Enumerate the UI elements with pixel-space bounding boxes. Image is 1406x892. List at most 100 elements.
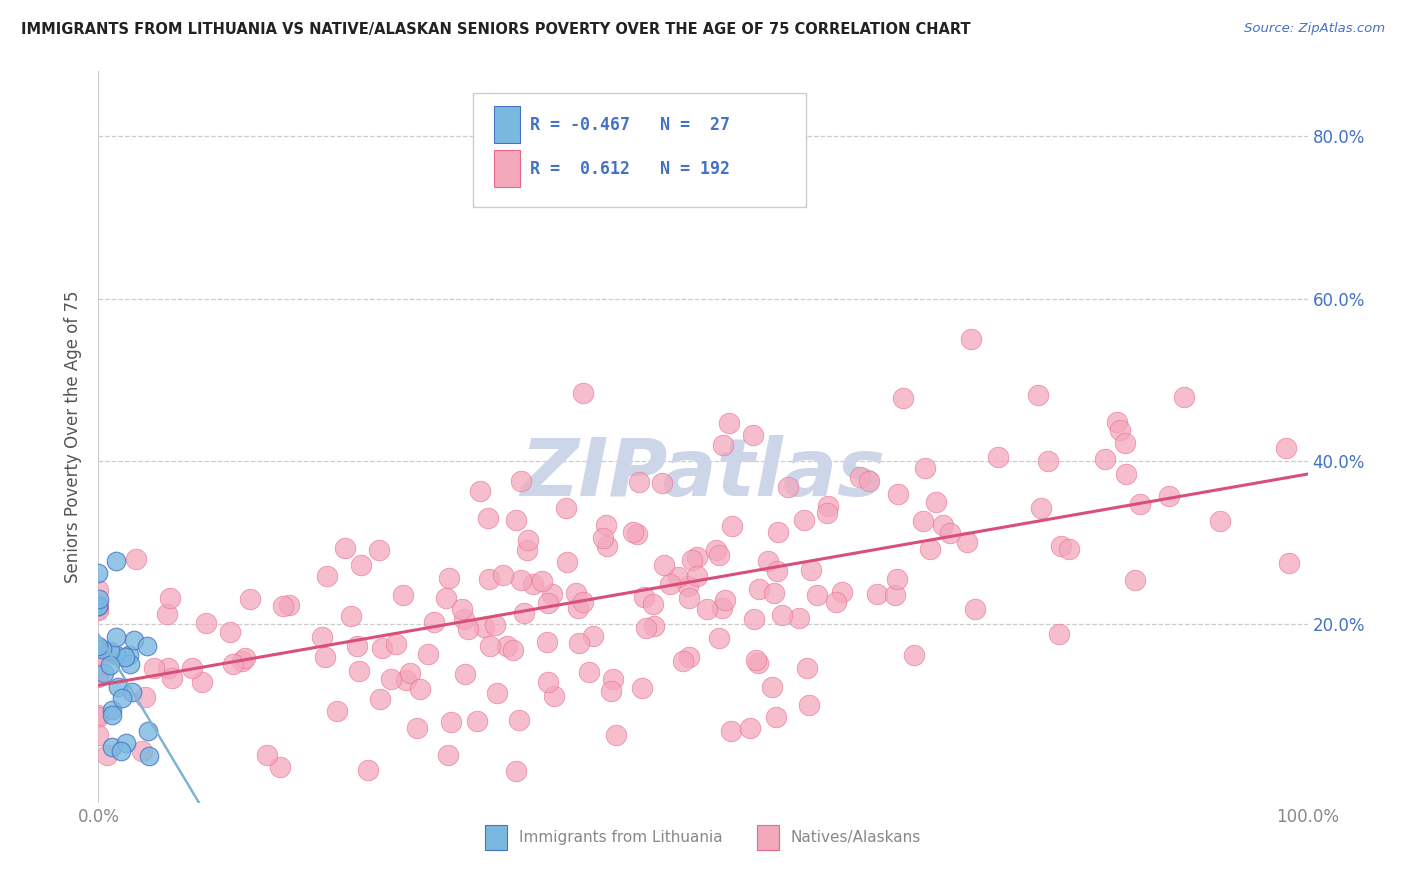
Point (453, 612, 475, 626)
Point (136, 724, 159, 739)
Point (602, 672, 624, 686)
Point (1109, 423, 1132, 437)
Point (436, 747, 458, 762)
Point (219, 624, 242, 639)
Point (110, 744, 132, 758)
Point (720, 723, 742, 738)
Point (191, 674, 214, 689)
Point (101, 739, 124, 754)
Point (90, 641, 112, 656)
Point (596, 540, 619, 554)
Point (745, 653, 768, 667)
Point (621, 524, 644, 539)
Point (891, 391, 914, 405)
Point (87, 728, 110, 742)
Point (696, 602, 718, 616)
Point (628, 475, 651, 490)
Point (134, 690, 156, 705)
Point (93, 665, 115, 680)
Point (748, 582, 770, 597)
Point (522, 576, 544, 591)
Point (956, 535, 979, 549)
Point (572, 386, 595, 401)
Point (484, 617, 506, 632)
Point (339, 608, 361, 623)
Point (256, 747, 278, 762)
Point (796, 661, 818, 675)
Point (367, 542, 389, 557)
Point (541, 587, 564, 601)
Point (87, 603, 110, 617)
Point (914, 460, 936, 475)
Point (887, 486, 910, 500)
Point (742, 428, 765, 442)
Point (568, 636, 591, 650)
Point (156, 607, 179, 621)
FancyBboxPatch shape (494, 151, 520, 187)
Text: Source: ZipAtlas.com: Source: ZipAtlas.com (1244, 22, 1385, 36)
Point (849, 469, 872, 483)
Point (555, 500, 578, 515)
Point (658, 577, 681, 591)
Point (454, 667, 477, 681)
Point (516, 543, 538, 558)
Point (96, 748, 118, 763)
Point (122, 632, 145, 647)
Point (536, 635, 558, 649)
Point (1107, 416, 1129, 430)
Point (509, 574, 531, 588)
Point (1274, 442, 1296, 456)
Point (761, 680, 783, 694)
Point (98, 658, 121, 673)
Point (399, 666, 422, 681)
Point (666, 570, 689, 584)
Point (643, 618, 665, 632)
Point (517, 533, 540, 548)
Point (314, 649, 336, 664)
Point (766, 564, 789, 578)
Point (765, 710, 787, 724)
Point (1038, 453, 1060, 467)
Point (787, 611, 810, 625)
Point (1114, 436, 1136, 450)
Point (1057, 542, 1080, 557)
Point (1026, 387, 1049, 401)
Point (416, 647, 439, 661)
Point (686, 549, 709, 564)
Point (118, 648, 141, 662)
Point (100, 702, 122, 716)
Point (772, 608, 794, 623)
Point (472, 620, 495, 634)
Point (349, 664, 371, 678)
Point (931, 518, 953, 533)
Point (98, 644, 121, 658)
Point (740, 721, 762, 735)
Point (326, 704, 349, 718)
Text: Natives/Alaskans: Natives/Alaskans (790, 830, 921, 845)
Point (159, 591, 181, 605)
Point (311, 630, 333, 644)
Point (718, 417, 741, 431)
Point (87, 566, 110, 580)
Point (654, 558, 676, 572)
Point (865, 587, 887, 601)
Point (87, 602, 110, 616)
Point (194, 615, 217, 630)
Point (114, 650, 136, 665)
Point (1208, 514, 1230, 528)
Point (434, 591, 457, 605)
Point (380, 672, 402, 686)
Point (231, 654, 253, 668)
Point (633, 590, 655, 604)
Point (162, 671, 184, 685)
Point (530, 574, 553, 589)
Point (271, 599, 294, 613)
Point (963, 602, 986, 616)
Point (87, 599, 110, 614)
Point (391, 588, 413, 602)
Point (1049, 539, 1071, 553)
Point (492, 568, 515, 582)
Point (1029, 501, 1052, 516)
Point (87, 649, 110, 664)
Point (605, 728, 627, 742)
